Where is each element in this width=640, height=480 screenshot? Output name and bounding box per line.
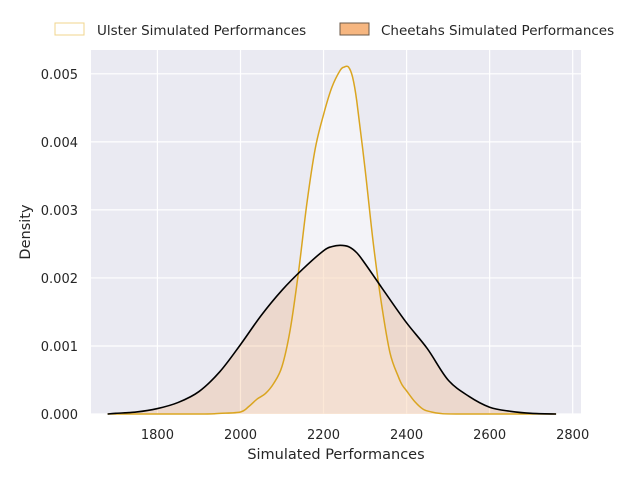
legend-label-0: Ulster Simulated Performances bbox=[97, 23, 306, 39]
y-tick-label: 0.004 bbox=[41, 136, 78, 151]
x-tick-label: 1800 bbox=[141, 428, 174, 443]
grid bbox=[91, 50, 581, 415]
series-line-1 bbox=[107, 244, 557, 415]
series-area-0 bbox=[107, 66, 557, 414]
y-tick-label: 0.002 bbox=[41, 272, 78, 287]
x-tick-label: 2800 bbox=[556, 428, 589, 443]
x-tick-label: 2600 bbox=[473, 428, 506, 443]
density-areas bbox=[107, 66, 557, 414]
density-lines bbox=[107, 65, 557, 415]
legend-swatch-1 bbox=[339, 22, 370, 36]
y-axis-ticks: 0.000 0.001 0.002 0.003 0.004 0.005 bbox=[41, 68, 78, 423]
legend: Ulster Simulated Performances Cheetahs Si… bbox=[54, 22, 614, 39]
x-tick-label: 2000 bbox=[224, 428, 257, 443]
y-axis-label: Density bbox=[18, 204, 34, 260]
y-tick-label: 0.005 bbox=[41, 68, 78, 83]
legend-swatch-0 bbox=[54, 22, 85, 36]
y-tick-label: 0.001 bbox=[41, 340, 78, 355]
x-axis-label: Simulated Performances bbox=[247, 447, 424, 463]
x-tick-label: 2400 bbox=[390, 428, 423, 443]
x-tick-label: 2200 bbox=[307, 428, 340, 443]
plot-background bbox=[91, 50, 581, 414]
x-axis-ticks: 1800 2000 2200 2400 2600 2800 bbox=[141, 428, 589, 443]
series-area-1 bbox=[107, 245, 557, 414]
y-tick-label: 0.000 bbox=[41, 408, 78, 423]
y-tick-label: 0.003 bbox=[41, 204, 78, 219]
legend-label-1: Cheetahs Simulated Performances bbox=[381, 23, 614, 39]
series-line-0 bbox=[107, 65, 557, 415]
